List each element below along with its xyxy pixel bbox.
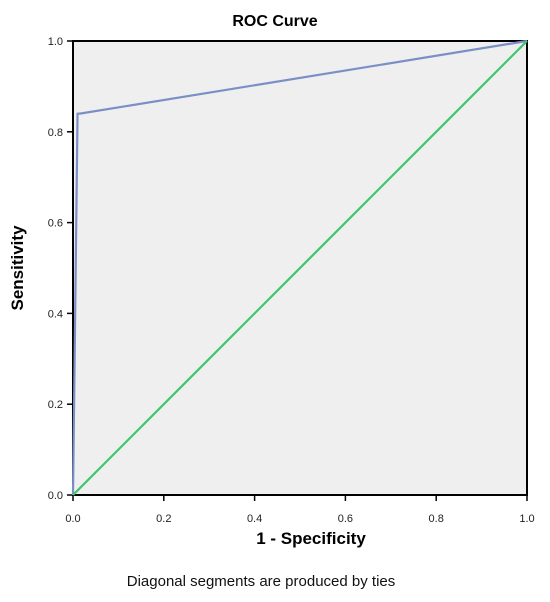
y-tick-label: 0.4 bbox=[48, 308, 63, 320]
chart-title: ROC Curve bbox=[232, 13, 317, 30]
x-axis: 0.0 0.2 0.4 0.6 0.8 1.0 bbox=[65, 495, 535, 525]
x-tick-label: 0.0 bbox=[65, 513, 80, 525]
y-tick-label: 1.0 bbox=[48, 36, 63, 48]
x-tick-label: 0.6 bbox=[338, 513, 353, 525]
x-tick-label: 0.4 bbox=[247, 513, 262, 525]
y-tick-label: 0.6 bbox=[48, 218, 63, 230]
reference-diagonal-line bbox=[72, 40, 528, 496]
series-layer bbox=[71, 39, 528, 496]
roc-curve-line bbox=[71, 39, 528, 496]
y-axis-label: Sensitivity bbox=[8, 225, 27, 311]
y-tick-label: 0.2 bbox=[48, 399, 63, 411]
y-tick-label: 0.0 bbox=[48, 490, 63, 502]
y-tick-label: 0.8 bbox=[48, 127, 63, 139]
x-tick-label: 0.8 bbox=[429, 513, 444, 525]
footnote: Diagonal segments are produced by ties bbox=[127, 573, 396, 590]
x-tick-label: 0.2 bbox=[156, 513, 171, 525]
x-axis-label: 1 - Specificity bbox=[256, 529, 366, 548]
y-axis: 0.0 0.2 0.4 0.6 0.8 1.0 bbox=[48, 36, 73, 502]
x-tick-label: 1.0 bbox=[519, 513, 534, 525]
